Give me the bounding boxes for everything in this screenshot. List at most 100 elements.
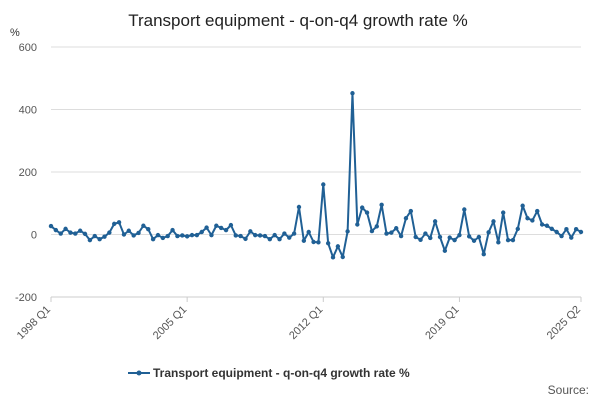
data-point[interactable]: [384, 231, 389, 236]
data-point[interactable]: [209, 232, 214, 238]
data-point[interactable]: [505, 237, 511, 243]
data-point[interactable]: [432, 219, 438, 224]
data-point[interactable]: [359, 205, 365, 210]
data-point[interactable]: [515, 226, 520, 232]
data-point[interactable]: [510, 237, 516, 243]
data-point[interactable]: [218, 225, 224, 231]
data-point[interactable]: [530, 218, 535, 223]
data-point[interactable]: [92, 233, 97, 239]
data-point[interactable]: [394, 226, 399, 231]
data-point[interactable]: [345, 229, 350, 234]
data-point[interactable]: [199, 229, 204, 235]
data-point[interactable]: [267, 236, 273, 242]
data-point[interactable]: [253, 232, 258, 238]
data-point[interactable]: [291, 231, 297, 236]
data-point[interactable]: [413, 234, 418, 240]
data-point[interactable]: [107, 230, 112, 235]
data-point[interactable]: [121, 232, 127, 237]
data-point[interactable]: [539, 222, 545, 227]
data-point[interactable]: [282, 231, 287, 236]
data-point[interactable]: [423, 231, 428, 236]
data-point[interactable]: [486, 230, 491, 235]
data-point[interactable]: [379, 202, 384, 208]
data-point[interactable]: [389, 230, 394, 235]
data-point[interactable]: [141, 223, 146, 228]
data-point[interactable]: [452, 237, 457, 243]
data-point[interactable]: [48, 223, 54, 229]
data-point[interactable]: [165, 233, 170, 239]
data-point[interactable]: [520, 203, 525, 208]
data-point[interactable]: [398, 233, 404, 239]
data-point[interactable]: [150, 236, 156, 242]
data-point[interactable]: [544, 223, 550, 228]
data-point[interactable]: [116, 220, 122, 225]
data-point[interactable]: [476, 234, 482, 240]
data-point[interactable]: [569, 235, 574, 240]
data-point[interactable]: [73, 231, 78, 236]
data-point[interactable]: [223, 227, 229, 233]
data-point[interactable]: [535, 208, 540, 214]
data-point[interactable]: [564, 226, 569, 232]
data-point[interactable]: [457, 232, 462, 238]
data-point[interactable]: [82, 231, 88, 237]
data-point[interactable]: [301, 238, 307, 243]
data-point[interactable]: [126, 228, 131, 233]
data-point[interactable]: [374, 224, 379, 229]
data-point[interactable]: [369, 228, 375, 234]
data-point[interactable]: [170, 227, 175, 233]
data-point[interactable]: [58, 231, 63, 236]
data-point[interactable]: [228, 222, 234, 228]
legend[interactable]: Transport equipment - q-on-q4 growth rat…: [128, 366, 410, 380]
data-point[interactable]: [287, 235, 292, 240]
data-point[interactable]: [418, 237, 423, 243]
data-point[interactable]: [306, 229, 311, 235]
data-point[interactable]: [471, 238, 477, 243]
data-point[interactable]: [355, 222, 360, 227]
data-point[interactable]: [501, 210, 506, 215]
data-point[interactable]: [437, 234, 443, 240]
data-point[interactable]: [316, 240, 321, 245]
data-point[interactable]: [160, 235, 166, 241]
data-point[interactable]: [277, 236, 282, 242]
data-point[interactable]: [180, 233, 185, 238]
data-point[interactable]: [296, 204, 302, 210]
data-point[interactable]: [102, 234, 107, 239]
data-point[interactable]: [204, 225, 209, 230]
data-point[interactable]: [97, 236, 102, 242]
data-point[interactable]: [335, 244, 341, 249]
data-point[interactable]: [554, 229, 559, 235]
data-point[interactable]: [155, 232, 161, 238]
data-point[interactable]: [68, 230, 73, 235]
data-point[interactable]: [272, 232, 277, 238]
data-point[interactable]: [77, 228, 83, 233]
data-point[interactable]: [428, 235, 433, 241]
data-point[interactable]: [63, 226, 68, 232]
data-point[interactable]: [573, 226, 579, 232]
data-point[interactable]: [466, 234, 472, 239]
data-point[interactable]: [238, 233, 243, 239]
data-point[interactable]: [184, 234, 190, 239]
data-point[interactable]: [340, 254, 345, 260]
data-point[interactable]: [194, 232, 200, 238]
data-point[interactable]: [549, 226, 555, 232]
data-point[interactable]: [491, 219, 496, 224]
data-point[interactable]: [481, 251, 486, 257]
data-point[interactable]: [53, 227, 59, 233]
data-point[interactable]: [131, 233, 136, 238]
data-point[interactable]: [408, 208, 414, 214]
data-point[interactable]: [311, 239, 316, 245]
data-point[interactable]: [87, 237, 93, 243]
data-point[interactable]: [233, 233, 238, 238]
data-point[interactable]: [257, 233, 263, 238]
data-point[interactable]: [447, 235, 452, 240]
data-point[interactable]: [578, 229, 584, 235]
data-point[interactable]: [321, 182, 326, 187]
data-point[interactable]: [146, 226, 151, 232]
data-point[interactable]: [243, 236, 248, 242]
data-point[interactable]: [462, 207, 467, 212]
data-point[interactable]: [262, 233, 268, 239]
data-point[interactable]: [175, 233, 180, 239]
data-point[interactable]: [214, 223, 219, 228]
data-point[interactable]: [559, 233, 564, 239]
data-point[interactable]: [403, 216, 409, 221]
